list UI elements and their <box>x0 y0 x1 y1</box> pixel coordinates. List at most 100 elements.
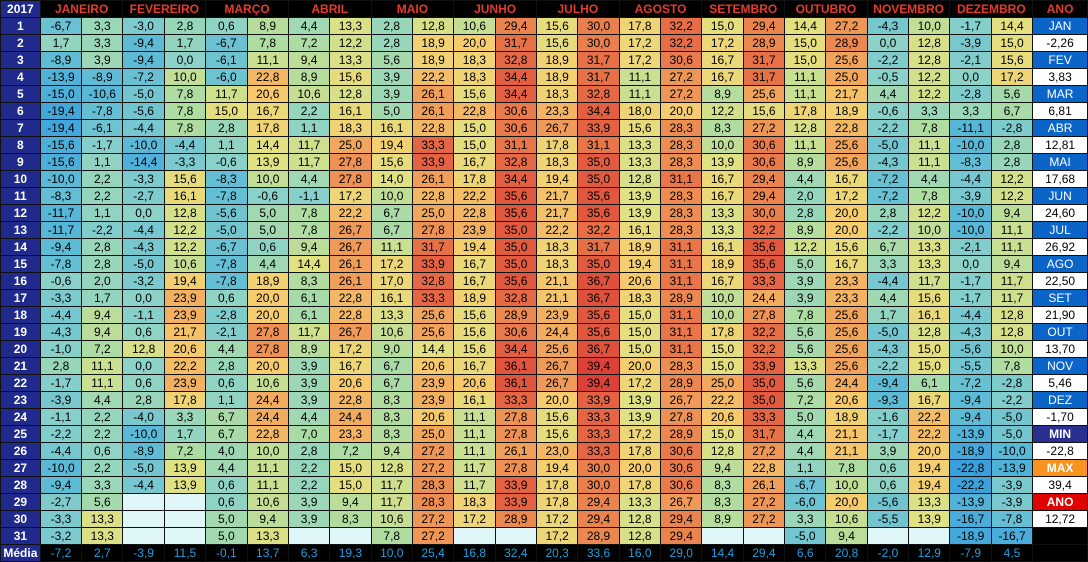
min-cell: -7,2 <box>122 68 165 86</box>
max-cell: 35,6 <box>494 272 537 290</box>
max-cell: 10,0 <box>908 221 951 239</box>
media-min: 14,4 <box>701 544 744 562</box>
min-cell: -8,3 <box>949 153 992 171</box>
max-cell: 33,3 <box>411 136 455 154</box>
day-number: 11 <box>0 187 41 205</box>
min-cell: 17,2 <box>618 374 662 392</box>
max-cell: 9,4 <box>81 323 124 341</box>
min-cell: -2,2 <box>866 119 910 137</box>
table-row: 4 -13,9 -8,9 -7,2 10,0 -6,0 22,8 8,9 15,6 3,9 22,2… <box>0 68 1088 86</box>
min-cell: 20,0 <box>535 391 579 409</box>
max-cell: 31,1 <box>577 136 620 154</box>
min-cell: 13,9 <box>618 408 662 426</box>
max-cell: 22,2 <box>411 68 455 86</box>
max-cell: 28,3 <box>411 476 455 494</box>
max-cell: 32,8 <box>494 153 537 171</box>
min-cell: -4,4 <box>122 119 165 137</box>
table-row: 30 -3,3 13,3 5,0 9,4 3,9 8,3 10,6 27,2 17,2 28,9 17… <box>0 510 1088 528</box>
max-cell: 1,1 <box>81 153 124 171</box>
min-cell: 10,0 <box>701 289 744 307</box>
min-cell: 8,3 <box>370 425 413 443</box>
month-average-value: 5,46 <box>1032 374 1088 392</box>
min-cell: 0,0 <box>122 357 165 375</box>
media-max: 29,0 <box>660 544 703 562</box>
min-cell: 0,6 <box>205 17 248 35</box>
min-cell: 0,6 <box>122 374 165 392</box>
min-cell: 3,9 <box>370 85 413 103</box>
min-cell: 2,2 <box>287 459 331 477</box>
min-cell: 5,0 <box>784 255 827 273</box>
media-max: 25,4 <box>411 544 455 562</box>
max-cell: 9,4 <box>246 510 289 528</box>
min-cell: 12,8 <box>701 442 744 460</box>
min-cell: 14,0 <box>370 170 413 188</box>
min-cell: -5,0 <box>122 255 165 273</box>
min-cell: 18,3 <box>535 238 579 256</box>
max-cell: 23,9 <box>163 374 207 392</box>
min-cell: -9,4 <box>949 408 992 426</box>
max-cell: 12,2 <box>990 170 1034 188</box>
min-cell: 11,7 <box>287 153 331 171</box>
min-cell: -6,7 <box>205 238 248 256</box>
max-cell: 9,4 <box>825 527 868 545</box>
max-cell: 21,1 <box>825 442 868 460</box>
day-number: 16 <box>0 272 41 290</box>
min-cell: 7,0 <box>287 425 331 443</box>
min-cell: 11,1 <box>370 238 413 256</box>
max-cell: 20,6 <box>163 340 207 358</box>
day-number: 12 <box>0 204 41 222</box>
max-cell: 33,9 <box>577 391 620 409</box>
min-cell: 16,7 <box>453 153 496 171</box>
max-cell: 24,4 <box>742 289 786 307</box>
max-cell: 23,9 <box>411 391 455 409</box>
max-cell: 5,6 <box>81 493 124 511</box>
table-row: 22 -1,7 11,1 0,6 23,9 0,6 10,6 3,9 20,6 6,7 23,9 20… <box>0 374 1088 392</box>
min-cell: 16,7 <box>453 272 496 290</box>
min-cell: -5,0 <box>122 85 165 103</box>
min-cell: -5,6 <box>866 493 910 511</box>
min-cell: 17,8 <box>784 102 827 120</box>
min-cell: 15,6 <box>370 153 413 171</box>
max-cell: 31,7 <box>494 34 537 52</box>
day-number: 21 <box>0 357 41 375</box>
max-cell: 27,2 <box>742 493 786 511</box>
day-number: 8 <box>0 136 41 154</box>
table-row: 9 -15,6 1,1 -14,4 -3,3 -0,6 13,9 11,7 27,8 15,6 33… <box>0 153 1088 171</box>
max-cell: 35,6 <box>494 187 537 205</box>
media-max: 32,4 <box>494 544 537 562</box>
max-cell: 13,9 <box>908 510 951 528</box>
min-cell: 9,4 <box>701 459 744 477</box>
month-average-label: JUL <box>1032 221 1088 239</box>
max-cell: 6,1 <box>908 374 951 392</box>
min-cell: -1,7 <box>39 374 83 392</box>
empty-cell <box>122 527 165 545</box>
table-row: 25 -2,2 2,2 -10,0 1,7 6,7 22,8 7,0 23,3 8,3 25,0 11… <box>0 425 1088 443</box>
max-cell: 35,0 <box>494 238 537 256</box>
min-cell: 13,3 <box>784 357 827 375</box>
min-cell: -11,1 <box>949 119 992 137</box>
max-cell: 30,0 <box>577 34 620 52</box>
min-cell: -11,7 <box>39 204 83 222</box>
table-row: 18 -4,4 9,4 -1,1 23,9 -2,8 20,0 6,1 22,8 13,3 25,6… <box>0 306 1088 324</box>
month-header: SETEMBRO <box>701 0 786 18</box>
max-cell: 35,0 <box>494 221 537 239</box>
min-cell: 4,4 <box>205 340 248 358</box>
min-cell: 18,9 <box>535 68 579 86</box>
min-cell: 6,7 <box>370 204 413 222</box>
min-cell: 7,8 <box>287 204 331 222</box>
max-cell: 33,3 <box>577 425 620 443</box>
min-cell: -5,0 <box>122 459 165 477</box>
max-cell: 11,1 <box>908 153 951 171</box>
min-cell: 5,0 <box>784 408 827 426</box>
max-cell: 24,4 <box>246 408 289 426</box>
min-cell: 2,8 <box>287 442 331 460</box>
max-cell: 20,0 <box>246 306 289 324</box>
max-cell: 32,2 <box>660 34 703 52</box>
max-cell: -3,3 <box>163 153 207 171</box>
min-cell: 17,2 <box>535 510 579 528</box>
day-number: 10 <box>0 170 41 188</box>
min-cell: 16,1 <box>701 238 744 256</box>
min-cell: 11,7 <box>287 136 331 154</box>
min-cell: 19,4 <box>370 136 413 154</box>
max-cell: 25,0 <box>329 136 372 154</box>
